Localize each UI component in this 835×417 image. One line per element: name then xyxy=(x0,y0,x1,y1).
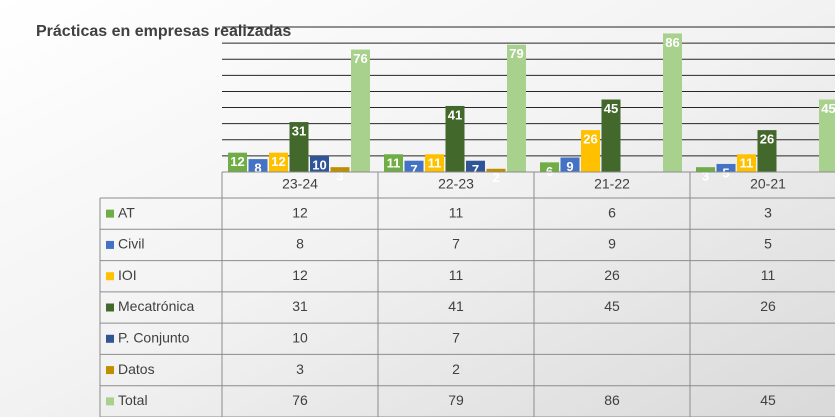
data-label: 6 xyxy=(546,164,553,179)
bar xyxy=(445,105,465,172)
data-label: 7 xyxy=(472,162,479,177)
bar xyxy=(757,130,777,172)
bar xyxy=(663,33,682,172)
bar xyxy=(351,49,370,172)
table-cell: 11 xyxy=(449,267,464,283)
data-label: 11 xyxy=(387,156,401,171)
chart-title: Prácticas en empresas realizadas xyxy=(36,23,291,40)
x-tick-label: 23-24 xyxy=(282,176,318,192)
data-label: 3 xyxy=(702,169,709,184)
bar xyxy=(248,159,268,172)
data-label: 9 xyxy=(566,159,573,174)
data-label: 2 xyxy=(492,170,499,185)
legend-swatch xyxy=(106,334,114,343)
data-label: 41 xyxy=(448,107,462,122)
data-label: 11 xyxy=(428,156,442,171)
data-label: 86 xyxy=(665,35,679,50)
legend-label: Mecatrónica xyxy=(118,298,194,314)
bar xyxy=(581,130,600,172)
table-cell: 11 xyxy=(449,204,464,220)
bar xyxy=(466,160,485,172)
legend-label: AT xyxy=(118,204,135,220)
bar xyxy=(425,154,444,172)
table-cell: 7 xyxy=(452,329,460,345)
table-cell: 26 xyxy=(604,267,620,283)
data-label: 45 xyxy=(821,101,835,116)
data-label: 7 xyxy=(410,162,417,177)
table-cell: 79 xyxy=(448,392,464,408)
data-label: 12 xyxy=(230,154,244,169)
legend-label: Datos xyxy=(118,361,155,377)
bar xyxy=(269,152,288,172)
bar xyxy=(330,167,350,172)
legend-swatch xyxy=(106,366,114,375)
table-cell: 9 xyxy=(608,236,616,252)
bar xyxy=(228,152,247,172)
table-cell: 12 xyxy=(292,204,308,220)
data-label: 79 xyxy=(509,46,523,61)
legend-swatch xyxy=(106,397,114,406)
table-cell: 31 xyxy=(292,298,308,314)
bar xyxy=(507,44,526,172)
data-label: 10 xyxy=(312,157,326,172)
bar xyxy=(486,168,506,172)
table-cell: 86 xyxy=(604,392,620,408)
legend-swatch xyxy=(106,209,114,218)
table-cell: 76 xyxy=(292,392,308,408)
data-label: 31 xyxy=(292,123,306,138)
legend-label: Civil xyxy=(118,236,144,252)
table-cell: 7 xyxy=(452,236,460,252)
bar xyxy=(601,99,621,172)
legend-label: P. Conjunto xyxy=(118,329,190,345)
table-cell: 2 xyxy=(452,361,460,377)
data-label: 76 xyxy=(353,51,367,66)
bar xyxy=(404,160,424,172)
x-tick-label: 21-22 xyxy=(594,176,630,192)
bar xyxy=(540,162,559,172)
table-cell: 45 xyxy=(760,392,776,408)
data-label: 3 xyxy=(336,169,343,184)
bar xyxy=(560,157,580,172)
table-cell: 6 xyxy=(608,204,616,220)
legend-label: Total xyxy=(118,392,148,408)
data-label: 8 xyxy=(254,161,261,176)
data-label: 5 xyxy=(722,165,729,180)
legend-label: IOI xyxy=(118,267,137,283)
table-cell: 11 xyxy=(761,267,776,283)
bar xyxy=(289,122,309,172)
table-cell: 5 xyxy=(764,236,772,252)
bar xyxy=(310,155,329,172)
bar xyxy=(384,154,403,172)
legend-swatch xyxy=(106,240,114,249)
table-cell: 3 xyxy=(296,361,304,377)
table-cell: 41 xyxy=(448,298,464,314)
table-cell: 45 xyxy=(604,298,620,314)
data-label: 12 xyxy=(271,154,285,169)
x-tick-label: 22-23 xyxy=(438,176,474,192)
legend-swatch xyxy=(106,272,114,281)
data-label: 45 xyxy=(604,101,618,116)
table-cell: 26 xyxy=(760,298,776,314)
table-cell: 8 xyxy=(296,236,304,252)
table-cell: 12 xyxy=(292,267,308,283)
table-cell: 3 xyxy=(764,204,772,220)
bar xyxy=(737,154,756,172)
table-cell: 10 xyxy=(292,329,308,345)
bar xyxy=(696,167,715,172)
bar xyxy=(716,163,736,172)
legend-swatch xyxy=(106,303,114,312)
data-label: 26 xyxy=(760,132,774,147)
data-label: 26 xyxy=(583,132,597,147)
x-tick-label: 20-21 xyxy=(750,176,786,192)
data-label: 11 xyxy=(740,156,754,171)
bar xyxy=(819,99,835,172)
